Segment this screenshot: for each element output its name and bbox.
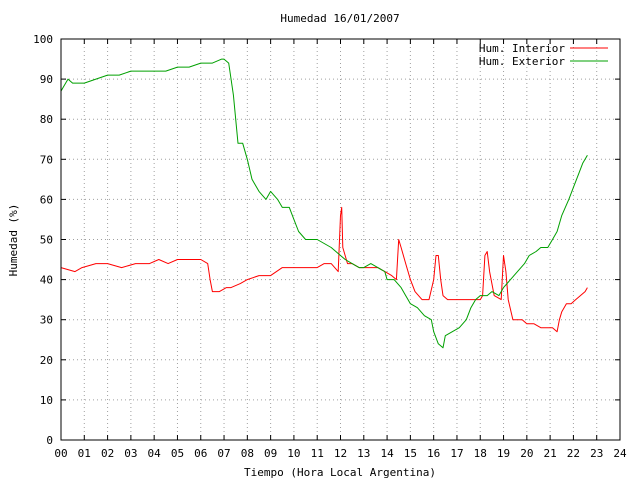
y-tick-label: 90 xyxy=(40,73,53,86)
plot-frame xyxy=(60,38,621,441)
x-tick-label: 05 xyxy=(171,447,184,460)
y-tick-label: 10 xyxy=(40,394,53,407)
y-tick-label: 60 xyxy=(40,193,53,206)
chart-title: Humedad 16/01/2007 xyxy=(280,12,399,25)
y-tick-label: 100 xyxy=(33,33,53,46)
x-tick-label: 07 xyxy=(217,447,230,460)
y-tick-label: 20 xyxy=(40,354,53,367)
series-line-interior xyxy=(60,206,588,333)
x-tick-label: 20 xyxy=(520,447,533,460)
x-tick-label: 12 xyxy=(334,447,347,460)
y-tick-label: 70 xyxy=(40,153,53,166)
x-tick-label: 23 xyxy=(590,447,603,460)
x-tick-label: 14 xyxy=(380,447,394,460)
y-tick-label: 50 xyxy=(40,234,53,247)
series-lines xyxy=(60,58,588,349)
x-tick-label: 18 xyxy=(474,447,487,460)
axis-ticks: 0 10 20 30 40 50 60 70 80 90 100 00 01 02 03 04 05 06 07 08… xyxy=(33,33,627,460)
x-tick-label: 06 xyxy=(194,447,207,460)
x-tick-label: 19 xyxy=(497,447,510,460)
x-tick-label: 00 xyxy=(54,447,67,460)
x-tick-label: 22 xyxy=(567,447,580,460)
y-tick-label: 40 xyxy=(40,274,53,287)
x-tick-label: 17 xyxy=(450,447,463,460)
legend-label-exterior: Hum. Exterior xyxy=(479,55,565,68)
y-tick-label: 30 xyxy=(40,314,53,327)
y-tick-label: 80 xyxy=(40,113,53,126)
x-tick-label: 16 xyxy=(427,447,440,460)
x-tick-label: 11 xyxy=(311,447,324,460)
grid xyxy=(61,39,620,440)
x-tick-label: 08 xyxy=(241,447,254,460)
x-tick-label: 02 xyxy=(101,447,114,460)
y-axis-label: Humedad (%) xyxy=(7,204,20,277)
x-tick-label: 01 xyxy=(78,447,91,460)
x-tick-label: 24 xyxy=(613,447,627,460)
y-tick-label: 0 xyxy=(46,434,53,447)
legend: Hum. Interior Hum. Exterior xyxy=(479,42,608,68)
legend-label-interior: Hum. Interior xyxy=(479,42,565,55)
series-line-exterior xyxy=(60,58,588,349)
x-tick-label: 09 xyxy=(264,447,277,460)
x-axis-label: Tiempo (Hora Local Argentina) xyxy=(244,466,436,479)
x-tick-label: 21 xyxy=(544,447,557,460)
x-tick-label: 10 xyxy=(287,447,300,460)
x-tick-label: 13 xyxy=(357,447,370,460)
x-tick-label: 15 xyxy=(404,447,417,460)
x-tick-label: 04 xyxy=(148,447,162,460)
x-tick-label: 03 xyxy=(124,447,137,460)
